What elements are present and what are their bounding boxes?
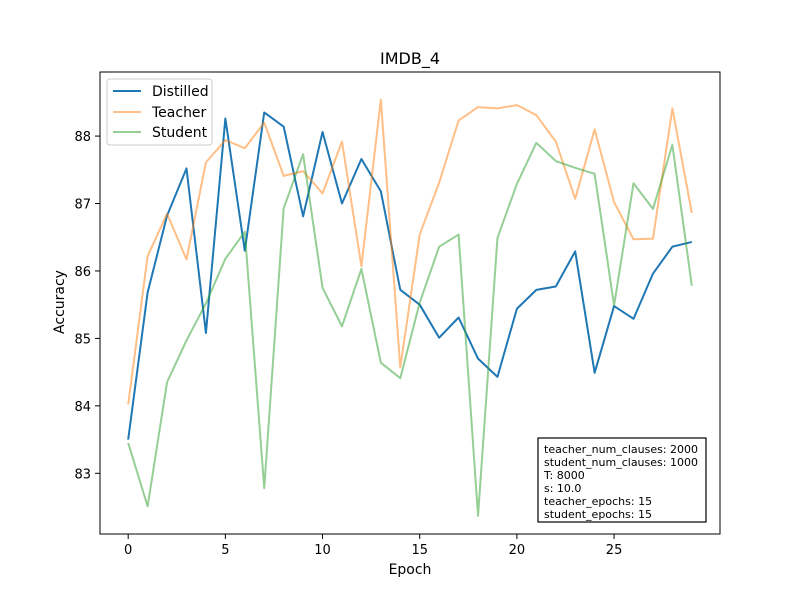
info-line-teacher-epochs: teacher_epochs: 15 — [544, 495, 652, 508]
info-line-student-epochs: student_epochs: 15 — [544, 508, 652, 521]
x-ticks: 0 5 10 15 20 25 — [124, 534, 622, 558]
x-tick-label: 10 — [314, 543, 331, 558]
x-tick-label: 20 — [509, 543, 526, 558]
y-tick-label: 87 — [74, 198, 91, 213]
info-line-student-num-clauses: student_num_clauses: 1000 — [544, 456, 698, 469]
x-tick-label: 15 — [411, 543, 428, 558]
x-tick-label: 5 — [221, 543, 229, 558]
legend-label-distilled: Distilled — [152, 84, 209, 100]
legend-box — [106, 78, 213, 146]
y-tick-label: 88 — [74, 130, 91, 145]
y-tick-label: 86 — [74, 265, 91, 280]
chart-title: IMDB_4 — [380, 49, 440, 69]
y-tick-label: 83 — [74, 467, 91, 482]
legend-label-teacher: Teacher — [151, 105, 207, 121]
y-axis-label: Accuracy — [52, 270, 68, 334]
legend: Distilled Teacher Student — [106, 78, 213, 146]
plot-lines — [127, 98, 693, 517]
info-box: teacher_num_clauses: 2000 student_num_cl… — [537, 437, 707, 523]
y-ticks: 83 84 85 86 87 88 — [74, 130, 100, 482]
y-tick-label: 84 — [74, 400, 91, 415]
info-line-s: s: 10.0 — [544, 482, 581, 495]
axes-frame — [99, 71, 721, 535]
x-tick-label: 25 — [606, 543, 623, 558]
series-line-teacher — [127, 98, 693, 405]
info-line-t: T: 8000 — [543, 469, 585, 482]
series-line-student — [127, 141, 693, 517]
x-axis-label: Epoch — [389, 562, 432, 578]
info-box-frame — [537, 437, 707, 523]
x-tick-label: 0 — [124, 543, 132, 558]
legend-label-student: Student — [152, 125, 208, 141]
y-tick-label: 85 — [74, 332, 91, 347]
info-line-teacher-num-clauses: teacher_num_clauses: 2000 — [544, 443, 698, 456]
